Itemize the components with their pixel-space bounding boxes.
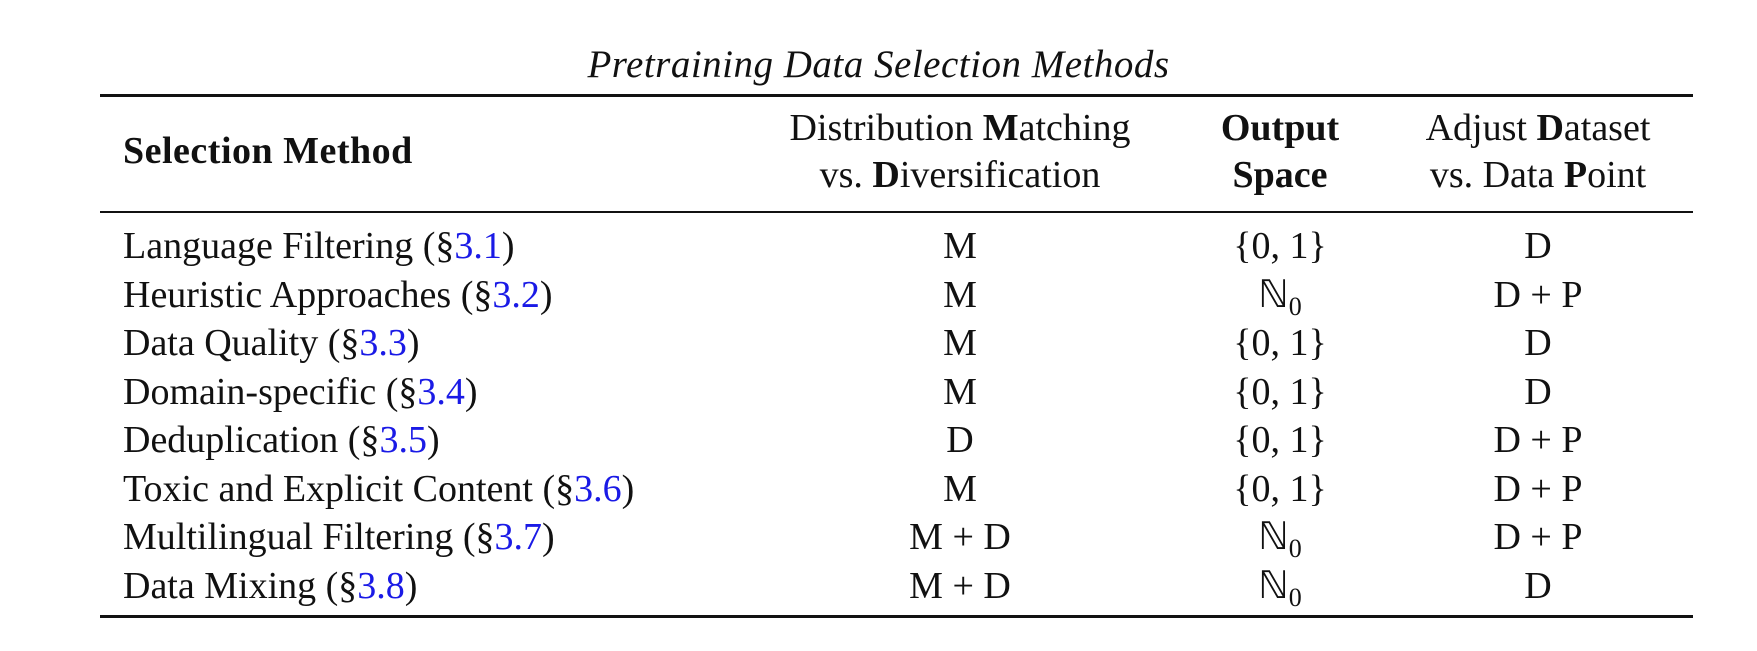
- method-cell: Data Mixing (§3.8): [123, 564, 418, 607]
- output-cell: {0, 1}: [1233, 322, 1327, 364]
- table-row: Language Filtering (§3.1) M {0, 1} D: [0, 222, 1757, 271]
- matching-cell: M + D: [909, 516, 1011, 558]
- adjust-cell: D: [1524, 564, 1552, 607]
- table-row: Heuristic Approaches (§3.2) M ℕ0 D + P: [0, 271, 1757, 321]
- adjust-cell: D + P: [1493, 419, 1583, 461]
- bottom-rule: [100, 615, 1693, 618]
- output-cell: {0, 1}: [1233, 225, 1327, 267]
- matching-cell: D: [946, 419, 974, 461]
- header-rule: [100, 211, 1693, 213]
- section-link[interactable]: 3.1: [454, 225, 502, 267]
- top-rule: [100, 94, 1693, 97]
- header-adjust-dataset: Adjust Dataset vs. Data Point: [1425, 107, 1651, 196]
- table-caption: Pretraining Data Selection Methods: [587, 43, 1170, 86]
- output-cell: ℕ0: [1258, 516, 1302, 563]
- matching-cell: M + D: [909, 564, 1011, 607]
- matching-cell: M: [943, 273, 977, 316]
- adjust-cell: D + P: [1493, 273, 1583, 316]
- output-cell: ℕ0: [1258, 564, 1302, 612]
- matching-cell: M: [943, 370, 977, 413]
- table-row: Deduplication (§3.5) D {0, 1} D + P: [0, 416, 1757, 465]
- adjust-cell: D + P: [1493, 467, 1583, 510]
- matching-cell: M: [943, 467, 977, 510]
- method-cell: Toxic and Explicit Content (§3.6): [123, 467, 635, 510]
- method-cell: Multilingual Filtering (§3.7): [123, 516, 555, 558]
- matching-cell: M: [943, 322, 977, 364]
- adjust-cell: D: [1524, 370, 1552, 413]
- method-cell: Data Quality (§3.3): [123, 322, 420, 364]
- output-cell: {0, 1}: [1233, 370, 1327, 413]
- table-body: Language Filtering (§3.1) M {0, 1} D Heu…: [0, 222, 1757, 612]
- method-cell: Deduplication (§3.5): [123, 419, 440, 461]
- table-row: Multilingual Filtering (§3.7) M + D ℕ0 D…: [0, 513, 1757, 563]
- table-row: Toxic and Explicit Content (§3.6) M {0, …: [0, 465, 1757, 514]
- header-distribution-matching: Distribution Matching vs. Diversificatio…: [789, 107, 1131, 196]
- header-selection-method: Selection Method: [123, 130, 413, 172]
- section-link[interactable]: 3.4: [417, 370, 465, 413]
- adjust-cell: D + P: [1493, 516, 1583, 558]
- section-link[interactable]: 3.2: [492, 273, 540, 316]
- section-link[interactable]: 3.6: [574, 467, 622, 510]
- section-link[interactable]: 3.7: [494, 516, 543, 558]
- output-cell: {0, 1}: [1233, 467, 1327, 510]
- section-link[interactable]: 3.3: [359, 322, 407, 364]
- output-cell: ℕ0: [1258, 273, 1302, 321]
- method-cell: Domain-specific (§3.4): [123, 370, 478, 413]
- section-link[interactable]: 3.8: [357, 564, 405, 607]
- output-cell: {0, 1}: [1233, 419, 1327, 461]
- method-cell: Language Filtering (§3.1): [123, 225, 515, 267]
- method-cell: Heuristic Approaches (§3.2): [123, 273, 553, 316]
- section-link[interactable]: 3.5: [379, 419, 427, 461]
- header-output-space: Output Space: [1220, 107, 1340, 196]
- matching-cell: M: [943, 225, 977, 267]
- table-row: Data Mixing (§3.8) M + D ℕ0 D: [0, 562, 1757, 612]
- table-row: Data Quality (§3.3) M {0, 1} D: [0, 319, 1757, 368]
- table-row: Domain-specific (§3.4) M {0, 1} D: [0, 368, 1757, 417]
- adjust-cell: D: [1524, 322, 1552, 364]
- adjust-cell: D: [1524, 225, 1552, 267]
